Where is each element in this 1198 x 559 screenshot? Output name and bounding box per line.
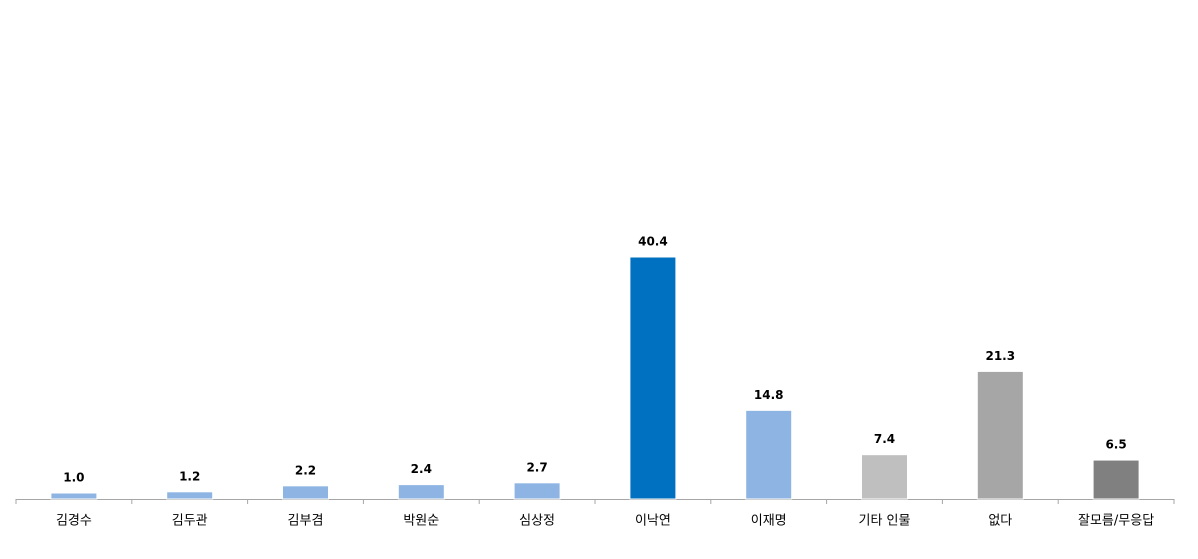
x-tick-label: 이재명 xyxy=(751,514,787,529)
bar xyxy=(282,485,329,500)
bar xyxy=(976,370,1024,500)
bar xyxy=(513,482,561,500)
value-label: 6.5 xyxy=(1105,438,1126,452)
x-tick-label: 잘모름/무응답 xyxy=(1078,514,1154,529)
value-label: 2.4 xyxy=(411,462,432,476)
x-tick-label: 김두관 xyxy=(172,514,208,529)
value-label: 1.0 xyxy=(63,471,84,485)
x-tick-label: 심상정 xyxy=(519,514,555,529)
x-tick-label: 없다 xyxy=(988,514,1012,529)
x-tick-label: 김경수 xyxy=(56,514,92,529)
bar xyxy=(629,256,677,500)
value-label: 21.3 xyxy=(985,349,1015,363)
value-label: 40.4 xyxy=(638,235,668,249)
bar xyxy=(166,491,214,500)
bar xyxy=(861,454,908,500)
bar xyxy=(1092,459,1140,500)
value-label: 14.8 xyxy=(754,388,784,402)
value-label: 1.2 xyxy=(179,469,200,483)
bar xyxy=(745,409,793,500)
x-tick-label: 기타 인물 xyxy=(859,514,911,529)
value-label: 7.4 xyxy=(874,432,895,446)
x-tick-label: 이낙연 xyxy=(635,514,671,529)
value-label: 2.7 xyxy=(526,460,547,474)
bar xyxy=(397,484,445,500)
x-tick-label: 김부겸 xyxy=(288,514,324,529)
x-tick-label: 박원순 xyxy=(403,514,439,529)
value-label: 2.2 xyxy=(295,463,316,477)
bar xyxy=(50,492,98,500)
